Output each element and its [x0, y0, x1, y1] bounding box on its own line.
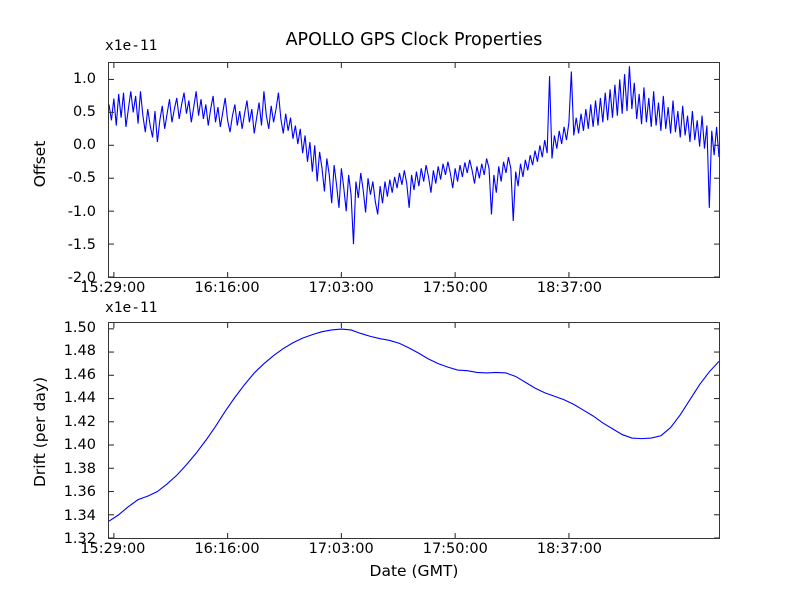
- x-tick-label: 17:03:00: [308, 541, 374, 557]
- x-tick-label: 15:29:00: [80, 280, 146, 296]
- x-tick-label: 17:50:00: [422, 541, 488, 557]
- plot-area-offset: [108, 62, 720, 278]
- y-tick-label: -0.5: [67, 170, 96, 187]
- y-tick-label: -2.0: [67, 270, 96, 286]
- y-tick-labels-offset: -2.0 -1.5 -1.0 -0.5 0.0 0.5 1.0: [0, 62, 100, 286]
- plot-area-drift: [108, 322, 720, 539]
- y-tick-label: 1.42: [63, 413, 96, 430]
- y-tick-label: 0.0: [72, 137, 96, 154]
- y-tick-label: 1.48: [63, 343, 96, 360]
- offset-series-svg: [109, 63, 719, 277]
- y-tick-label: 1.34: [63, 507, 96, 524]
- x-tick-labels-drift: 15:29:00 16:16:00 17:03:00 17:50:00 18:37:00: [0, 541, 800, 561]
- x-axis-label: Date (GMT): [369, 562, 459, 580]
- x-tick-label: 16:16:00: [194, 541, 260, 557]
- y-tick-label: 1.50: [63, 319, 96, 336]
- y-tick-label: 1.0: [72, 70, 96, 87]
- x-tick-labels-offset: 15:29:00 16:16:00 17:03:00 17:50:00 18:37:00: [0, 280, 800, 300]
- x-tick-label: 16:16:00: [194, 280, 260, 296]
- y-tick-labels-drift: 1.32 1.34 1.36 1.38 1.40 1.42 1.44 1.46 1.48 1.50: [0, 319, 100, 547]
- y-tick-label: -1.0: [67, 203, 96, 220]
- y-tick-label: 1.36: [63, 484, 96, 501]
- y-tick-label: 0.5: [72, 103, 96, 120]
- offset-exponent-label-bottom: x1e-11: [105, 300, 158, 316]
- y-tick-label: 1.38: [63, 460, 96, 477]
- y-tick-label: 1.44: [63, 390, 96, 407]
- y-tick-label: 1.40: [63, 437, 96, 454]
- x-tick-label: 17:50:00: [422, 280, 488, 296]
- page-title: APOLLO GPS Clock Properties: [285, 30, 543, 50]
- offset-exponent-label-top: x1e-11: [105, 38, 158, 54]
- x-tick-label: 15:29:00: [80, 541, 146, 557]
- x-tick-label: 18:37:00: [536, 541, 602, 557]
- x-tick-label: 18:37:00: [536, 280, 602, 296]
- y-tick-label: -1.5: [67, 236, 96, 253]
- drift-series-svg: [109, 323, 719, 538]
- y-tick-label: 1.46: [63, 366, 96, 383]
- x-tick-label: 17:03:00: [308, 280, 374, 296]
- y-tick-label: 1.32: [63, 531, 96, 547]
